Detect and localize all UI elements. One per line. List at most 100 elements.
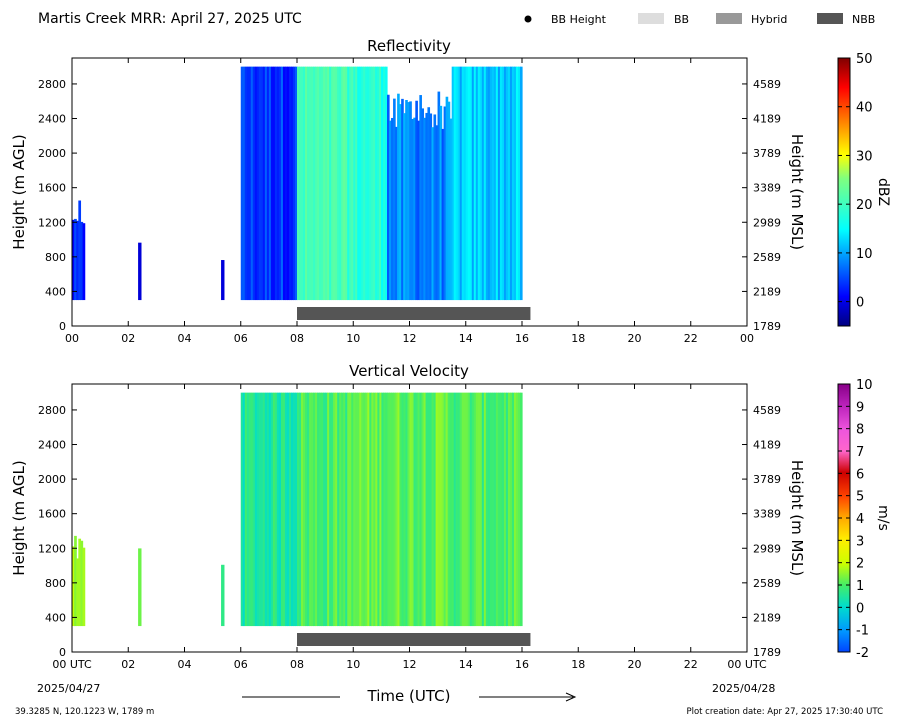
heatmap-cell bbox=[465, 66, 469, 301]
heatmap-cell bbox=[489, 66, 493, 301]
time-axis-label: Time (UTC) bbox=[367, 687, 451, 705]
y-tick-label: 0 bbox=[59, 646, 66, 659]
heatmap-cell bbox=[385, 392, 388, 627]
heatmap-cell bbox=[505, 66, 509, 301]
heatmap-cell bbox=[297, 66, 300, 301]
heatmap-cell bbox=[317, 66, 320, 301]
heatmap-cell bbox=[357, 392, 360, 627]
heatmap-cell bbox=[387, 392, 391, 627]
heatmap-cell bbox=[262, 66, 266, 301]
reflectivity-ylabel-right: Height (m MSL) bbox=[788, 134, 806, 250]
heatmap-cell bbox=[280, 392, 284, 627]
heatmap-cell bbox=[511, 66, 515, 301]
legend-nbb-label: NBB bbox=[852, 13, 875, 26]
velocity-colorbar-ticks: -2 -1 0 1 2 3 4 5 6 7 8 9 10 bbox=[838, 378, 873, 661]
velocity-x-axis: 00 UTC 02 04 06 08 10 12 14 16 18 20 22 00 UTC bbox=[52, 384, 767, 671]
heatmap-cell bbox=[457, 392, 461, 627]
heatmap-cell bbox=[463, 66, 467, 301]
figure-title: Martis Creek MRR: April 27, 2025 UTC bbox=[38, 11, 302, 27]
heatmap-cell bbox=[282, 66, 286, 301]
heatmap-cell bbox=[365, 392, 368, 627]
heatmap-cell bbox=[325, 392, 328, 627]
heatmap-cell bbox=[369, 392, 372, 627]
heatmap-cell bbox=[407, 102, 410, 301]
heatmap-cell bbox=[367, 66, 370, 301]
heatmap-cell bbox=[311, 66, 314, 301]
colorbar-tick-label: 6 bbox=[856, 467, 864, 482]
heatmap-cell bbox=[317, 392, 320, 627]
heatmap-cell bbox=[503, 66, 507, 301]
legend-bb-swatch bbox=[638, 13, 664, 24]
heatmap-cell bbox=[359, 66, 362, 301]
heatmap-cell bbox=[497, 66, 501, 301]
legend-hybrid-label: Hybrid bbox=[751, 13, 787, 26]
heatmap-cell bbox=[507, 66, 511, 301]
heatmap-cell bbox=[262, 392, 266, 627]
heatmap-cell bbox=[427, 392, 431, 627]
heatmap-cell bbox=[509, 392, 513, 627]
heatmap-cell bbox=[429, 113, 433, 301]
heatmap-cell bbox=[246, 66, 250, 301]
heatmap-cell bbox=[435, 392, 439, 627]
heatmap-cell bbox=[465, 392, 469, 627]
heatmap-cell bbox=[80, 221, 84, 301]
heatmap-cell bbox=[347, 66, 350, 301]
velocity-ylabel-right: Height (m MSL) bbox=[788, 460, 806, 576]
heatmap-cell bbox=[361, 392, 364, 627]
velocity-y-axis-right: 1789 2189 2589 2989 3389 3789 4189 4589 bbox=[742, 404, 781, 659]
heatmap-cell bbox=[433, 114, 437, 301]
heatmap-cell bbox=[509, 66, 513, 301]
heatmap-cell bbox=[401, 98, 404, 301]
heatmap-cell bbox=[282, 392, 286, 627]
heatmap-cell bbox=[445, 392, 449, 627]
heatmap-cell bbox=[341, 66, 344, 301]
colorbar-tick-label: 7 bbox=[856, 445, 864, 460]
heatmap-cell bbox=[242, 392, 246, 627]
velocity-title: Vertical Velocity bbox=[349, 362, 469, 380]
heatmap-cell bbox=[345, 392, 348, 627]
heatmap-cell bbox=[335, 392, 338, 627]
heatmap-cell bbox=[453, 392, 457, 627]
heatmap-cell bbox=[505, 392, 509, 627]
heatmap-cell bbox=[371, 392, 374, 627]
heatmap-cell bbox=[399, 392, 403, 627]
reflectivity-title: Reflectivity bbox=[367, 37, 451, 55]
heatmap-cell bbox=[375, 392, 378, 627]
heatmap-cell bbox=[425, 392, 429, 627]
x-tick-label: 02 bbox=[121, 332, 135, 345]
heatmap-cell bbox=[481, 66, 485, 301]
velocity-y-axis: 0 400 800 1200 1600 2000 2400 2800 bbox=[38, 404, 77, 659]
heatmap-cell bbox=[325, 66, 328, 301]
x-tick-label: 14 bbox=[459, 658, 473, 671]
heatmap-cell bbox=[307, 392, 310, 627]
heatmap-cell bbox=[329, 392, 332, 627]
heatmap-cell bbox=[305, 392, 308, 627]
heatmap-cell bbox=[503, 392, 507, 627]
heatmap-cell bbox=[82, 223, 86, 301]
heatmap-cell bbox=[377, 66, 380, 301]
heatmap-cell bbox=[445, 96, 449, 301]
y-tick-label: 2800 bbox=[38, 78, 66, 91]
x-tick-label: 00 UTC bbox=[52, 658, 92, 671]
heatmap-cell bbox=[319, 392, 322, 627]
x-tick-label: 06 bbox=[234, 658, 248, 671]
heatmap-cell bbox=[449, 118, 453, 301]
heatmap-cell bbox=[307, 66, 310, 301]
heatmap-cell bbox=[256, 66, 260, 301]
heatmap-cell bbox=[264, 392, 268, 627]
heatmap-cell bbox=[469, 392, 473, 627]
y-tick-right-label: 2989 bbox=[753, 216, 781, 229]
heatmap-cell bbox=[399, 104, 402, 301]
heatmap-cell bbox=[323, 392, 326, 627]
date-end-label: 2025/04/28 bbox=[712, 682, 775, 695]
x-tick-label: 20 bbox=[628, 658, 642, 671]
heatmap-cell bbox=[421, 108, 424, 301]
heatmap-cell bbox=[74, 218, 77, 301]
y-tick-label: 800 bbox=[45, 577, 66, 590]
reflectivity-panel: Reflectivity 00 02 04 06 08 10 12 14 16 18 20 22 00 … bbox=[10, 37, 891, 345]
heatmap-cell bbox=[303, 392, 306, 627]
x-tick-label: 00 bbox=[740, 332, 754, 345]
heatmap-cell bbox=[351, 66, 354, 301]
heatmap-cell bbox=[221, 260, 225, 301]
heatmap-cell bbox=[313, 392, 316, 627]
